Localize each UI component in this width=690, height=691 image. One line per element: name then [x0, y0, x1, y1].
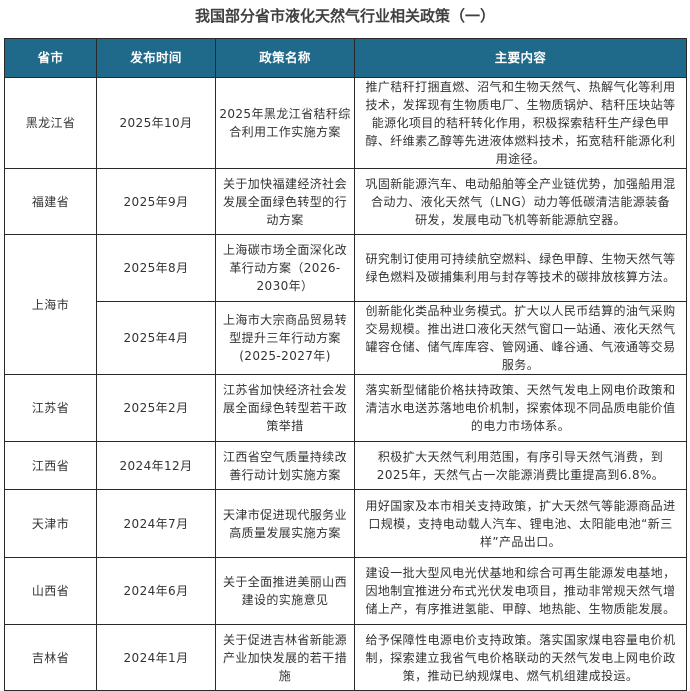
policy-cell: 江西省空气质量持续改善行动计划实施方案 — [215, 441, 355, 490]
policy-table: 省市 发布时间 政策名称 主要内容 黑龙江省 2025年10月 2025年黑龙江… — [4, 38, 687, 691]
province-cell: 天津市 — [4, 489, 97, 558]
province-cell: 福建省 — [4, 168, 97, 235]
date-cell: 2024年7月 — [96, 489, 216, 558]
policy-cell: 2025年黑龙江省秸秆综合利用工作实施方案 — [215, 77, 355, 169]
date-cell: 2025年2月 — [96, 374, 216, 442]
province-cell: 吉林省 — [4, 624, 97, 691]
table-row: 福建省 2025年9月 关于加快福建经济社会发展全面绿色转型的行动方案 巩固新能… — [4, 168, 687, 235]
province-cell: 黑龙江省 — [4, 77, 97, 169]
content-cell: 研究制订使用可持续航空燃料、绿色甲醇、生物天然气等绿色燃料及碳捕集利用与封存等技… — [354, 234, 687, 302]
table-row: 山西省 2024年6月 关于全面推进美丽山西建设的实施意见 建设一批大型风电光伏… — [4, 557, 687, 625]
province-cell: 江西省 — [4, 441, 97, 490]
policy-cell: 关于促进吉林省新能源产业加快发展的若干措施 — [215, 624, 355, 691]
content-cell: 用好国家及本市相关支持政策，扩大天然气等能源商品进口规模，支持电动载人汽车、锂电… — [354, 489, 687, 558]
table-row: 2025年4月 上海市大宗商品贸易转型提升三年行动方案(2025-2027年) … — [5, 301, 687, 375]
content-cell: 创新能化类品种业务模式。扩大以人民币结算的油气采购交易规模。推出进口液化天然气窗… — [354, 301, 687, 375]
header-province: 省市 — [4, 38, 97, 78]
table-header-row: 省市 发布时间 政策名称 主要内容 — [4, 38, 687, 78]
table-row: 黑龙江省 2025年10月 2025年黑龙江省秸秆综合利用工作实施方案 推广秸秆… — [4, 77, 687, 169]
date-cell: 2025年8月 — [96, 234, 216, 302]
content-cell: 巩固新能源汽车、电动船舶等全产业链优势，加强船用混合动力、液化天然气（LNG）动… — [354, 168, 687, 235]
date-cell: 2024年12月 — [96, 441, 216, 490]
content-cell: 落实新型储能价格扶持政策、天然气发电上网电价政策和清洁水电送苏落地电价机制，探索… — [354, 374, 687, 442]
header-content: 主要内容 — [354, 38, 687, 78]
date-cell: 2025年9月 — [96, 168, 216, 235]
date-cell: 2024年6月 — [96, 557, 216, 625]
policy-cell: 关于全面推进美丽山西建设的实施意见 — [215, 557, 355, 625]
content-cell: 推广秸秆打捆直燃、沼气和生物天然气、热解气化等利用技术，发挥现有生物质电厂、生物… — [354, 77, 687, 169]
header-policy: 政策名称 — [215, 38, 355, 78]
date-cell: 2025年10月 — [96, 77, 216, 169]
header-date: 发布时间 — [96, 38, 216, 78]
province-cell: 山西省 — [4, 557, 97, 625]
table-row: 吉林省 2024年1月 关于促进吉林省新能源产业加快发展的若干措施 给予保障性电… — [4, 624, 687, 691]
table-row: 天津市 2024年7月 天津市促进现代服务业高质量发展实施方案 用好国家及本市相… — [4, 489, 687, 558]
policy-cell: 天津市促进现代服务业高质量发展实施方案 — [215, 489, 355, 558]
policy-cell: 关于加快福建经济社会发展全面绿色转型的行动方案 — [215, 168, 355, 235]
page-title: 我国部分省市液化天然气行业相关政策（一） — [194, 7, 495, 25]
province-cell: 上海市 — [4, 234, 97, 375]
content-cell: 给予保障性电源电价支持政策。落实国家煤电容量电价机制，探索建立我省气电价格联动的… — [354, 624, 687, 691]
table-row: 江苏省 2025年2月 江苏省加快经济社会发展全面绿色转型若干政策举措 落实新型… — [4, 374, 687, 442]
policy-cell: 上海碳市场全面深化改革行动方案（2026-2030年） — [215, 234, 355, 302]
content-cell: 积极扩大天然气利用范围，有序引导天然气消费，到2025年，天然气占一次能源消费比… — [354, 441, 687, 490]
province-cell: 江苏省 — [4, 374, 97, 442]
content-cell: 建设一批大型风电光伏基地和综合可再生能源发电基地，因地制宜推进分布式光伏发电项目… — [354, 557, 687, 625]
policy-cell: 上海市大宗商品贸易转型提升三年行动方案(2025-2027年) — [215, 301, 355, 375]
table-row: 江西省 2024年12月 江西省空气质量持续改善行动计划实施方案 积极扩大天然气… — [4, 441, 687, 490]
date-cell: 2025年4月 — [96, 301, 216, 375]
table-row: 上海市 2025年8月 上海碳市场全面深化改革行动方案（2026-2030年） … — [4, 234, 687, 375]
date-cell: 2024年1月 — [96, 624, 216, 691]
policy-cell: 江苏省加快经济社会发展全面绿色转型若干政策举措 — [215, 374, 355, 442]
